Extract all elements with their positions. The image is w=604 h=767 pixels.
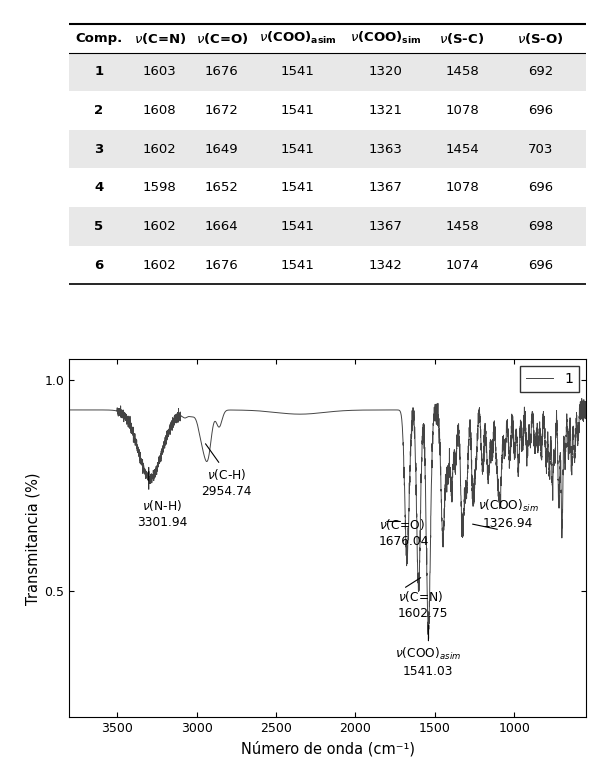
Text: 1541: 1541 [281, 181, 315, 194]
Text: $ν$(N-H)
3301.94: $ν$(N-H) 3301.94 [137, 499, 188, 529]
Text: 1363: 1363 [368, 143, 402, 156]
Text: 1078: 1078 [445, 104, 479, 117]
Bar [69, 130, 586, 169]
Text: 1458: 1458 [445, 220, 479, 233]
Bar [69, 207, 586, 245]
Text: 1078: 1078 [445, 181, 479, 194]
Text: 1664: 1664 [205, 220, 239, 233]
Text: $ν$(C-H)
2954.74: $ν$(C-H) 2954.74 [202, 467, 252, 498]
Text: 4: 4 [94, 181, 103, 194]
Text: 703: 703 [528, 143, 553, 156]
Bar [69, 53, 586, 91]
Text: 1602: 1602 [143, 258, 177, 272]
Text: 1541: 1541 [281, 143, 315, 156]
Text: $\itν$(C=O): $\itν$(C=O) [196, 31, 248, 46]
Text: $ν$(COO)$_{asim}$
1541.03: $ν$(COO)$_{asim}$ 1541.03 [396, 646, 461, 678]
Text: 1541: 1541 [281, 258, 315, 272]
Text: 1320: 1320 [368, 65, 402, 78]
Text: 1: 1 [94, 65, 103, 78]
Text: 1367: 1367 [368, 181, 402, 194]
Text: 696: 696 [528, 181, 553, 194]
X-axis label: Número de onda (cm⁻¹): Número de onda (cm⁻¹) [240, 741, 415, 756]
Text: 3: 3 [94, 143, 103, 156]
Legend: 1: 1 [520, 367, 579, 391]
Text: 1603: 1603 [143, 65, 177, 78]
Text: 1676: 1676 [205, 258, 239, 272]
Text: 6: 6 [94, 258, 103, 272]
Text: $\itν$(COO)$_\mathregular{asim}$: $\itν$(COO)$_\mathregular{asim}$ [259, 30, 336, 46]
Text: 1321: 1321 [368, 104, 402, 117]
Text: 1458: 1458 [445, 65, 479, 78]
Text: 5: 5 [94, 220, 103, 233]
Text: 1541: 1541 [281, 65, 315, 78]
Text: 1676: 1676 [205, 65, 239, 78]
Text: $\itν$(COO)$_\mathregular{sim}$: $\itν$(COO)$_\mathregular{sim}$ [350, 30, 421, 46]
Text: $\itν$(S-C): $\itν$(S-C) [439, 31, 484, 46]
Text: 2: 2 [94, 104, 103, 117]
Text: 1541: 1541 [281, 104, 315, 117]
Text: 1367: 1367 [368, 220, 402, 233]
Text: 1602: 1602 [143, 143, 177, 156]
Text: 1652: 1652 [205, 181, 239, 194]
Text: 1342: 1342 [368, 258, 402, 272]
Text: 696: 696 [528, 104, 553, 117]
Text: 1649: 1649 [205, 143, 239, 156]
Text: 1602: 1602 [143, 220, 177, 233]
Text: $ν$(COO)$_{sim}$
1326.94: $ν$(COO)$_{sim}$ 1326.94 [478, 498, 539, 530]
Text: 1672: 1672 [205, 104, 239, 117]
Text: 698: 698 [528, 220, 553, 233]
Text: 1598: 1598 [143, 181, 177, 194]
Text: $\itν$(S-O): $\itν$(S-O) [517, 31, 564, 46]
Text: $ν$(C=O)
1676.04: $ν$(C=O) 1676.04 [379, 517, 429, 548]
Text: $\itν$(C=N): $\itν$(C=N) [133, 31, 186, 46]
Text: $ν$(C=N)
1602.75: $ν$(C=N) 1602.75 [397, 589, 448, 620]
Y-axis label: Transmitancia (%): Transmitancia (%) [25, 472, 40, 604]
Text: 696: 696 [528, 258, 553, 272]
Text: 1541: 1541 [281, 220, 315, 233]
Text: Comp.: Comp. [76, 31, 123, 44]
Text: 1074: 1074 [445, 258, 479, 272]
Text: 1454: 1454 [445, 143, 479, 156]
Text: 692: 692 [528, 65, 553, 78]
Text: 1608: 1608 [143, 104, 176, 117]
